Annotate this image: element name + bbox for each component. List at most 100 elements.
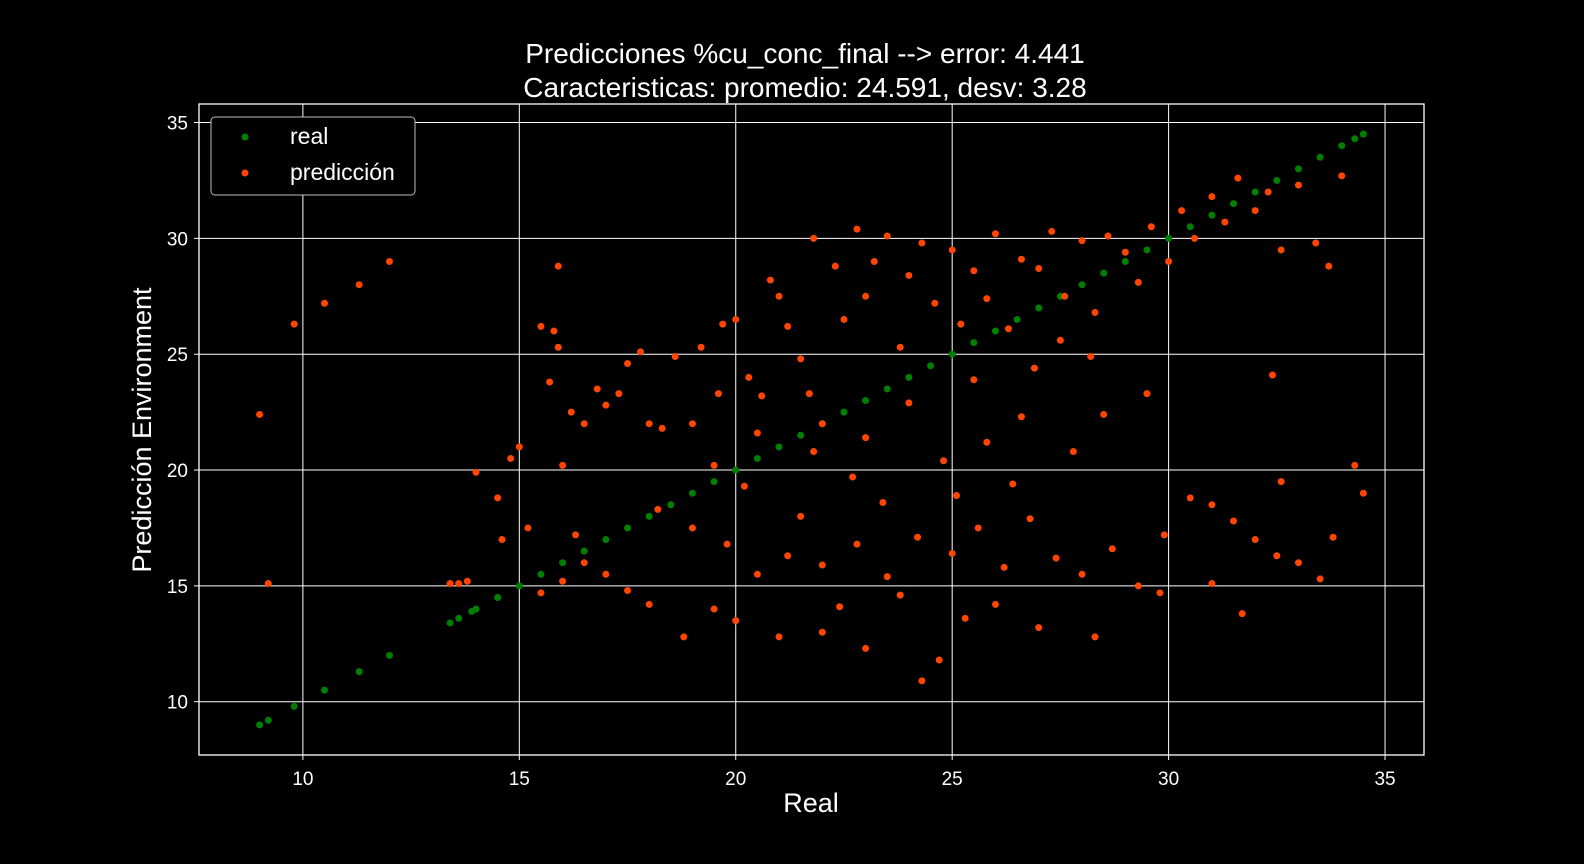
legend-marker-real: [241, 133, 249, 141]
prediccion-point: [1035, 264, 1043, 272]
real-point: [645, 512, 653, 520]
prediccion-point: [853, 540, 861, 548]
legend-label-real: real: [290, 123, 328, 149]
prediccion-point: [1312, 239, 1320, 247]
prediccion-point: [498, 536, 506, 544]
prediccion-point: [797, 512, 805, 520]
prediccion-point: [1294, 181, 1302, 189]
y-axis-label: Predicción Environment: [127, 287, 157, 573]
prediccion-point: [732, 315, 740, 323]
data-points: [256, 130, 1367, 729]
chart-subtitle: Caracteristicas: promedio: 24.591, desv:…: [523, 72, 1086, 103]
prediccion-point: [970, 267, 978, 275]
prediccion-point: [580, 559, 588, 567]
prediccion-point: [831, 262, 839, 270]
prediccion-point: [593, 385, 601, 393]
prediccion-point: [991, 600, 999, 608]
real-point: [667, 501, 675, 509]
prediccion-point: [714, 390, 722, 398]
real-point: [775, 443, 783, 451]
prediccion-point: [645, 600, 653, 608]
real-point: [1143, 246, 1151, 254]
prediccion-point: [624, 359, 632, 367]
prediccion-point: [753, 429, 761, 437]
prediccion-point: [446, 580, 454, 588]
prediccion-point: [896, 591, 904, 599]
real-point: [1230, 200, 1238, 208]
prediccion-point: [784, 552, 792, 560]
prediccion-point: [1000, 563, 1008, 571]
y-tick-label: 35: [167, 114, 188, 135]
real-point: [321, 686, 329, 694]
real-point: [580, 547, 588, 555]
prediccion-point: [905, 399, 913, 407]
prediccion-point: [624, 587, 632, 595]
prediccion-point: [1026, 515, 1034, 523]
prediccion-point: [797, 355, 805, 363]
prediccion-point: [494, 494, 502, 502]
prediccion-point: [1178, 207, 1186, 215]
prediccion-point: [1273, 552, 1281, 560]
prediccion-point: [1165, 258, 1173, 266]
prediccion-point: [849, 473, 857, 481]
prediccion-point: [948, 246, 956, 254]
prediccion-point: [1234, 174, 1242, 182]
prediccion-point: [546, 378, 554, 386]
prediccion-point: [455, 580, 463, 588]
prediccion-point: [1238, 610, 1246, 618]
prediccion-point: [983, 295, 991, 303]
prediccion-point: [615, 390, 623, 398]
prediccion-point: [537, 589, 545, 597]
real-point: [905, 373, 913, 381]
prediccion-point: [264, 580, 272, 588]
real-point: [515, 582, 523, 590]
prediccion-point: [810, 234, 818, 242]
prediccion-point: [862, 644, 870, 652]
legend-frame: [210, 116, 416, 196]
prediccion-point: [1251, 207, 1259, 215]
prediccion-point: [1004, 325, 1012, 333]
prediccion-point: [1017, 255, 1025, 263]
real-point: [385, 651, 393, 659]
x-tick-label: 10: [292, 769, 313, 790]
prediccion-point: [1035, 624, 1043, 632]
prediccion-point: [1160, 531, 1168, 539]
prediccion-point: [1134, 582, 1142, 590]
prediccion-point: [974, 524, 982, 532]
real-point: [455, 614, 463, 622]
prediccion-point: [559, 577, 567, 585]
prediccion-point: [290, 320, 298, 328]
prediccion-point: [1108, 545, 1116, 553]
real-point: [290, 702, 298, 710]
real-point: [472, 605, 480, 613]
prediccion-point: [1104, 232, 1112, 240]
prediccion-point: [1078, 237, 1086, 245]
prediccion-point: [810, 448, 818, 456]
real-point: [1013, 315, 1021, 323]
prediccion-point: [524, 524, 532, 532]
real-point: [1100, 269, 1108, 277]
prediccion-point: [818, 420, 826, 428]
prediccion-point: [1048, 227, 1056, 235]
prediccion-point: [940, 457, 948, 465]
prediccion-point: [957, 320, 965, 328]
prediccion-point: [723, 540, 731, 548]
prediccion-point: [567, 408, 575, 416]
prediccion-point: [1156, 589, 1164, 597]
prediccion-point: [1294, 559, 1302, 567]
real-point: [797, 431, 805, 439]
x-tick-label: 15: [509, 769, 530, 790]
legend-marker-prediccion: [241, 169, 249, 177]
prediccion-point: [602, 570, 610, 578]
real-point: [446, 619, 454, 627]
chart-title: Predicciones %cu_conc_final --> error: 4…: [525, 38, 1085, 69]
prediccion-point: [507, 454, 515, 462]
prediccion-point: [321, 299, 329, 307]
real-point: [1338, 142, 1346, 150]
prediccion-point: [991, 230, 999, 238]
prediccion-point: [883, 573, 891, 581]
real-point: [710, 478, 718, 486]
prediccion-point: [758, 392, 766, 400]
prediccion-point: [836, 603, 844, 611]
real-point: [256, 721, 264, 729]
